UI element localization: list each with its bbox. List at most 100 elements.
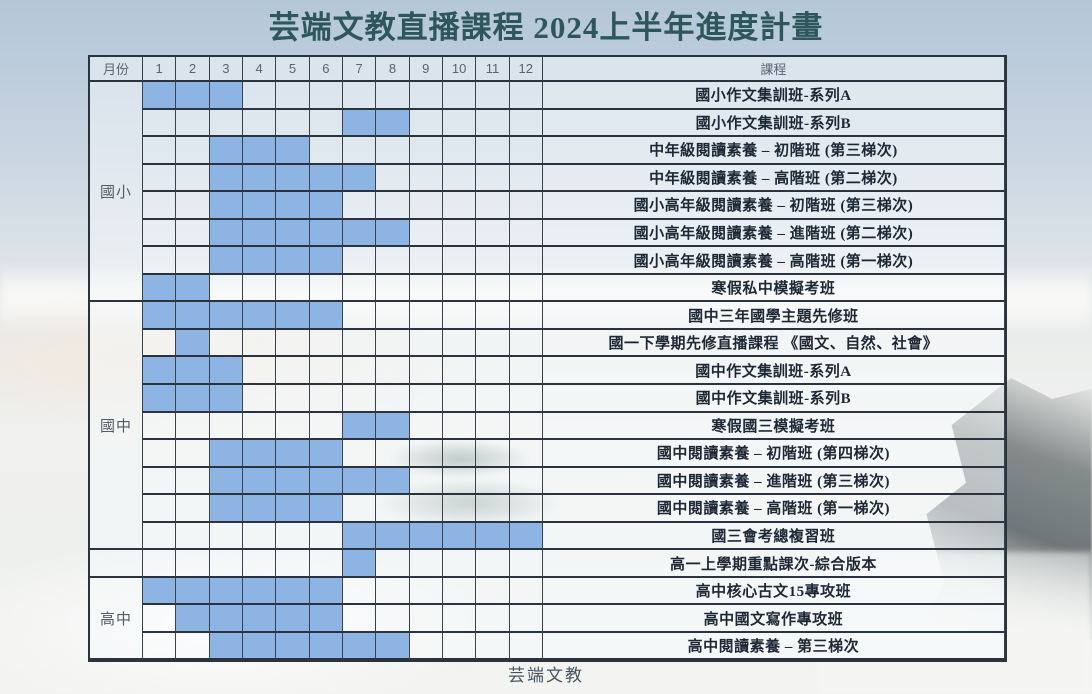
gantt-month-cell xyxy=(276,522,310,551)
gantt-month-cell xyxy=(209,357,243,386)
gantt-month-cell xyxy=(342,632,377,661)
gantt-month-cell xyxy=(276,412,310,441)
gantt-month-cell xyxy=(476,137,510,165)
gantt-month-cell xyxy=(476,467,510,496)
gantt-month-cell xyxy=(442,605,477,633)
gantt-month-cell xyxy=(342,82,377,110)
gantt-month-cell xyxy=(242,385,277,413)
gantt-month-cell xyxy=(409,164,443,193)
course-name: 國小作文集訓班-系列B xyxy=(542,109,1005,138)
gantt-month-cell xyxy=(242,467,277,496)
month-header-2: 2 xyxy=(176,57,210,82)
gantt-month-cell xyxy=(309,302,343,330)
gantt-month-cell xyxy=(143,137,177,165)
gantt-month-cell xyxy=(409,550,443,578)
gantt-month-cell xyxy=(176,550,210,578)
course-name: 寒假國三模擬考班 xyxy=(542,412,1005,441)
course-name: 高中國文寫作專攻班 xyxy=(542,605,1005,633)
gantt-month-cell xyxy=(509,632,543,661)
gantt-month-cell xyxy=(309,495,343,523)
gantt-month-cell xyxy=(509,605,543,633)
gantt-month-cell xyxy=(209,82,243,110)
gantt-month-cell xyxy=(442,467,477,496)
gantt-month-cell xyxy=(309,577,343,606)
gantt-month-cell xyxy=(242,164,277,193)
gantt-month-cell xyxy=(176,109,210,138)
gantt-month-cell xyxy=(509,192,543,220)
gantt-month-cell xyxy=(376,412,410,441)
gantt-month-cell xyxy=(509,385,543,413)
gantt-month-cell xyxy=(276,164,310,193)
gantt-month-cell xyxy=(509,247,543,275)
gantt-month-cell xyxy=(409,82,443,110)
gantt-month-cell xyxy=(242,274,277,303)
gantt-month-cell xyxy=(409,302,443,330)
gantt-month-cell xyxy=(276,247,310,275)
gantt-month-cell xyxy=(143,577,177,606)
gantt-month-cell xyxy=(509,357,543,386)
gantt-month-cell xyxy=(276,577,310,606)
gantt-month-cell xyxy=(509,522,543,551)
gantt-month-cell xyxy=(209,412,243,441)
gantt-month-cell xyxy=(509,577,543,606)
gantt-month-cell xyxy=(143,219,177,248)
gantt-month-cell xyxy=(242,247,277,275)
gantt-month-cell xyxy=(476,550,510,578)
gantt-month-cell xyxy=(342,274,377,303)
gantt-month-cell xyxy=(409,385,443,413)
gantt-month-cell xyxy=(309,467,343,496)
gantt-month-cell xyxy=(242,329,277,358)
gantt-month-cell xyxy=(276,192,310,220)
gantt-month-cell xyxy=(143,495,177,523)
gantt-month-cell xyxy=(476,385,510,413)
gantt-month-cell xyxy=(476,329,510,358)
gantt-schedule-table: 月份 1 2 3 4 5 6 7 8 9 10 11 12 課程 國小 國小作文集訓班-系列A 國小作文集訓班-… xyxy=(88,55,1007,663)
gantt-month-cell xyxy=(509,82,543,110)
gantt-month-cell xyxy=(176,357,210,386)
course-name: 國小高年級閱讀素養 – 初階班 (第三梯次) xyxy=(542,192,1005,220)
gantt-month-cell xyxy=(442,550,477,578)
month-header-3: 3 xyxy=(209,57,243,82)
gantt-month-cell xyxy=(242,219,277,248)
gantt-month-cell xyxy=(209,577,243,606)
month-header-5: 5 xyxy=(276,57,310,82)
gantt-month-cell xyxy=(342,357,377,386)
gantt-month-cell xyxy=(376,577,410,606)
gantt-month-cell xyxy=(476,164,510,193)
gantt-month-cell xyxy=(376,550,410,578)
gantt-month-cell xyxy=(476,357,510,386)
gantt-month-cell xyxy=(509,412,543,441)
gantt-month-cell xyxy=(376,385,410,413)
gantt-month-cell xyxy=(409,522,443,551)
gantt-month-cell xyxy=(276,605,310,633)
gantt-month-cell xyxy=(409,274,443,303)
gantt-month-cell xyxy=(176,247,210,275)
gantt-month-cell xyxy=(509,329,543,358)
month-header-11: 11 xyxy=(476,57,510,82)
gantt-month-cell xyxy=(276,137,310,165)
group-label-國中: 國中 xyxy=(90,302,143,551)
gantt-month-cell xyxy=(143,522,177,551)
gantt-month-cell xyxy=(242,357,277,386)
course-name: 寒假私中模擬考班 xyxy=(542,274,1005,303)
gantt-month-cell xyxy=(442,192,477,220)
gantt-month-cell xyxy=(342,137,377,165)
gantt-month-cell xyxy=(309,440,343,468)
gantt-month-cell xyxy=(409,577,443,606)
gantt-month-cell xyxy=(309,412,343,441)
gantt-month-cell xyxy=(242,605,277,633)
gantt-month-cell xyxy=(143,385,177,413)
gantt-month-cell xyxy=(276,467,310,496)
gantt-month-cell xyxy=(242,302,277,330)
gantt-month-cell xyxy=(442,109,477,138)
gantt-month-cell xyxy=(476,632,510,661)
gantt-month-cell xyxy=(209,467,243,496)
gantt-month-cell xyxy=(409,329,443,358)
footer-brand: 芸端文教 xyxy=(508,666,584,685)
gantt-month-cell xyxy=(143,247,177,275)
gantt-month-cell xyxy=(242,440,277,468)
course-column-header: 課程 xyxy=(542,57,1005,82)
gantt-month-cell xyxy=(509,219,543,248)
gantt-month-cell xyxy=(376,329,410,358)
gantt-month-cell xyxy=(242,577,277,606)
